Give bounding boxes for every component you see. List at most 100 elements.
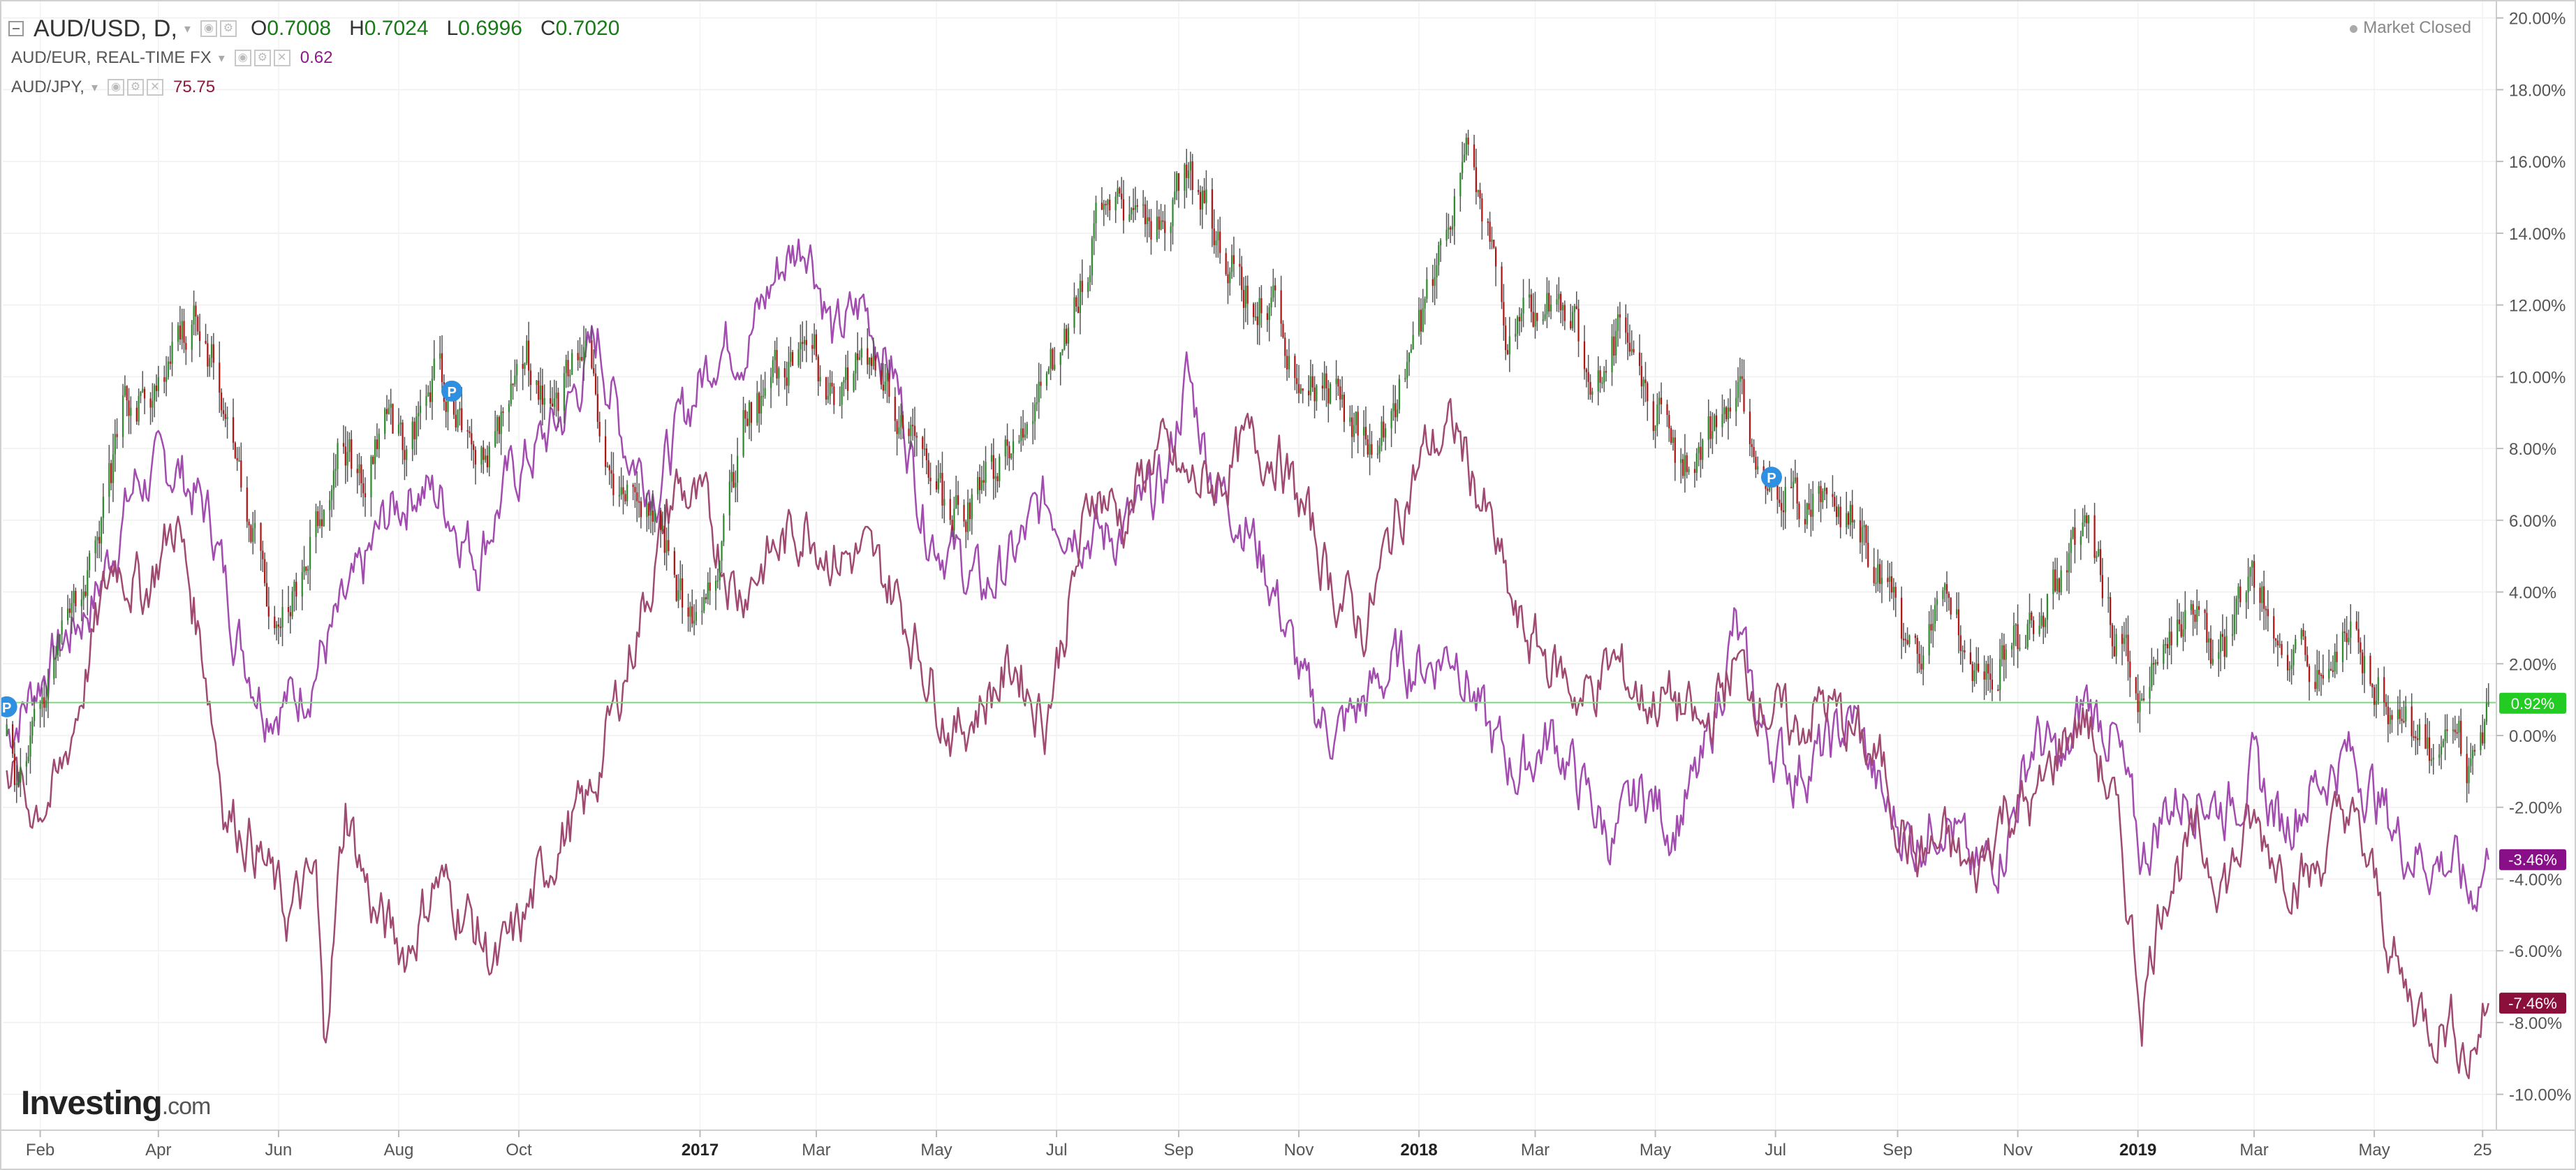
candle-body xyxy=(1300,388,1302,393)
settings-icon[interactable]: ⚙ xyxy=(126,79,144,96)
candle-body xyxy=(321,519,323,527)
candle-body xyxy=(2218,652,2220,659)
candle-body xyxy=(1702,439,1704,460)
candle-body xyxy=(351,439,353,469)
candle-body xyxy=(152,400,154,408)
candle-body xyxy=(2166,644,2169,649)
candle-body xyxy=(1061,349,1063,353)
candle-body xyxy=(267,606,270,617)
candle-body xyxy=(967,502,969,532)
candle-body xyxy=(971,494,973,520)
candle-body xyxy=(246,488,248,522)
candle-body xyxy=(1700,446,1702,460)
candle-body xyxy=(274,616,276,629)
candle-body xyxy=(1890,576,1893,593)
candle-body xyxy=(2304,636,2306,655)
candle-body xyxy=(238,460,240,462)
candle-body xyxy=(1390,411,1392,429)
candle-body xyxy=(2245,592,2247,603)
candle-body xyxy=(1321,386,1323,389)
chevron-down-icon[interactable]: ▾ xyxy=(218,51,225,65)
candle-body xyxy=(191,324,193,350)
candle-body xyxy=(41,697,43,704)
candle-body xyxy=(1749,411,1751,444)
candle-body xyxy=(1008,446,1010,459)
candle-body xyxy=(498,416,500,434)
eye-icon[interactable]: ◉ xyxy=(234,50,251,66)
candle-body xyxy=(1739,376,1741,382)
candle-body xyxy=(356,469,358,474)
candle-body xyxy=(45,700,47,708)
candle-body xyxy=(447,396,449,412)
candle-body xyxy=(1032,421,1034,424)
candle-body xyxy=(1881,578,1883,585)
jpy-symbol[interactable]: AUD/JPY, xyxy=(11,78,84,96)
candle-body xyxy=(886,373,888,382)
market-status-text: Market Closed xyxy=(2363,18,2471,37)
candle-body xyxy=(2417,738,2419,740)
candle-body xyxy=(733,471,735,488)
price-badge xyxy=(2499,692,2566,714)
candle-body xyxy=(1837,506,1840,517)
candle-body xyxy=(205,341,207,344)
y-tick-label: 16.00% xyxy=(2509,153,2566,172)
candle-body xyxy=(855,353,857,374)
candle-body xyxy=(1355,411,1357,425)
eye-icon[interactable]: ◉ xyxy=(107,79,124,96)
candle-body xyxy=(384,409,386,434)
candle-body xyxy=(845,367,847,381)
candle-body xyxy=(516,363,518,376)
candle-body xyxy=(1426,279,1428,299)
candle-body xyxy=(829,382,831,396)
candle-body xyxy=(1892,587,1894,593)
collapse-toggle-icon[interactable] xyxy=(8,21,24,36)
candle-body xyxy=(746,418,749,426)
candle-body xyxy=(2066,570,2068,573)
candle-body xyxy=(815,334,818,357)
candle-body xyxy=(522,363,524,369)
candle-body xyxy=(2211,659,2214,664)
candle-body xyxy=(59,634,61,643)
chevron-down-icon[interactable]: ▾ xyxy=(184,22,191,36)
eur-symbol[interactable]: AUD/EUR, REAL-TIME FX xyxy=(11,48,212,67)
candle-body xyxy=(484,455,487,460)
settings-icon[interactable]: ⚙ xyxy=(253,50,271,66)
candle-body xyxy=(1991,680,1994,690)
candle-body xyxy=(1227,274,1229,284)
candle-body xyxy=(2375,701,2378,705)
candle-body xyxy=(1741,376,1743,379)
candle-body xyxy=(362,483,365,494)
candle-body xyxy=(2430,759,2433,761)
candle-body xyxy=(1522,298,1524,314)
chevron-down-icon[interactable]: ▾ xyxy=(91,80,98,94)
candle-body xyxy=(116,434,118,437)
candle-body xyxy=(1150,221,1152,240)
candle-body xyxy=(1330,383,1332,404)
candle-body xyxy=(1325,373,1327,389)
close-label: C xyxy=(540,17,556,40)
candle-body xyxy=(748,402,751,426)
candle-body xyxy=(1294,356,1296,379)
candle-body xyxy=(659,511,662,530)
candle-body xyxy=(1177,173,1180,191)
close-icon[interactable]: ✕ xyxy=(273,50,290,66)
candle-body xyxy=(1536,312,1538,321)
candle-body xyxy=(303,566,305,573)
candle-body xyxy=(474,450,477,465)
candle-body xyxy=(1254,316,1257,319)
eye-icon[interactable]: ◉ xyxy=(200,20,217,37)
candle-body xyxy=(2377,677,2379,701)
candle-body xyxy=(293,581,295,592)
settings-icon[interactable]: ⚙ xyxy=(219,20,237,37)
candle-body xyxy=(2194,614,2196,622)
candle-body xyxy=(2314,682,2316,689)
candle-body xyxy=(2363,655,2366,673)
close-icon[interactable]: ✕ xyxy=(146,79,163,96)
candle-body xyxy=(301,572,303,597)
candle-body xyxy=(770,376,772,388)
candle-body xyxy=(2456,732,2458,734)
candle-body xyxy=(334,469,337,471)
main-symbol[interactable]: AUD/USD, D, xyxy=(34,15,177,42)
candle-body xyxy=(1822,490,1824,502)
